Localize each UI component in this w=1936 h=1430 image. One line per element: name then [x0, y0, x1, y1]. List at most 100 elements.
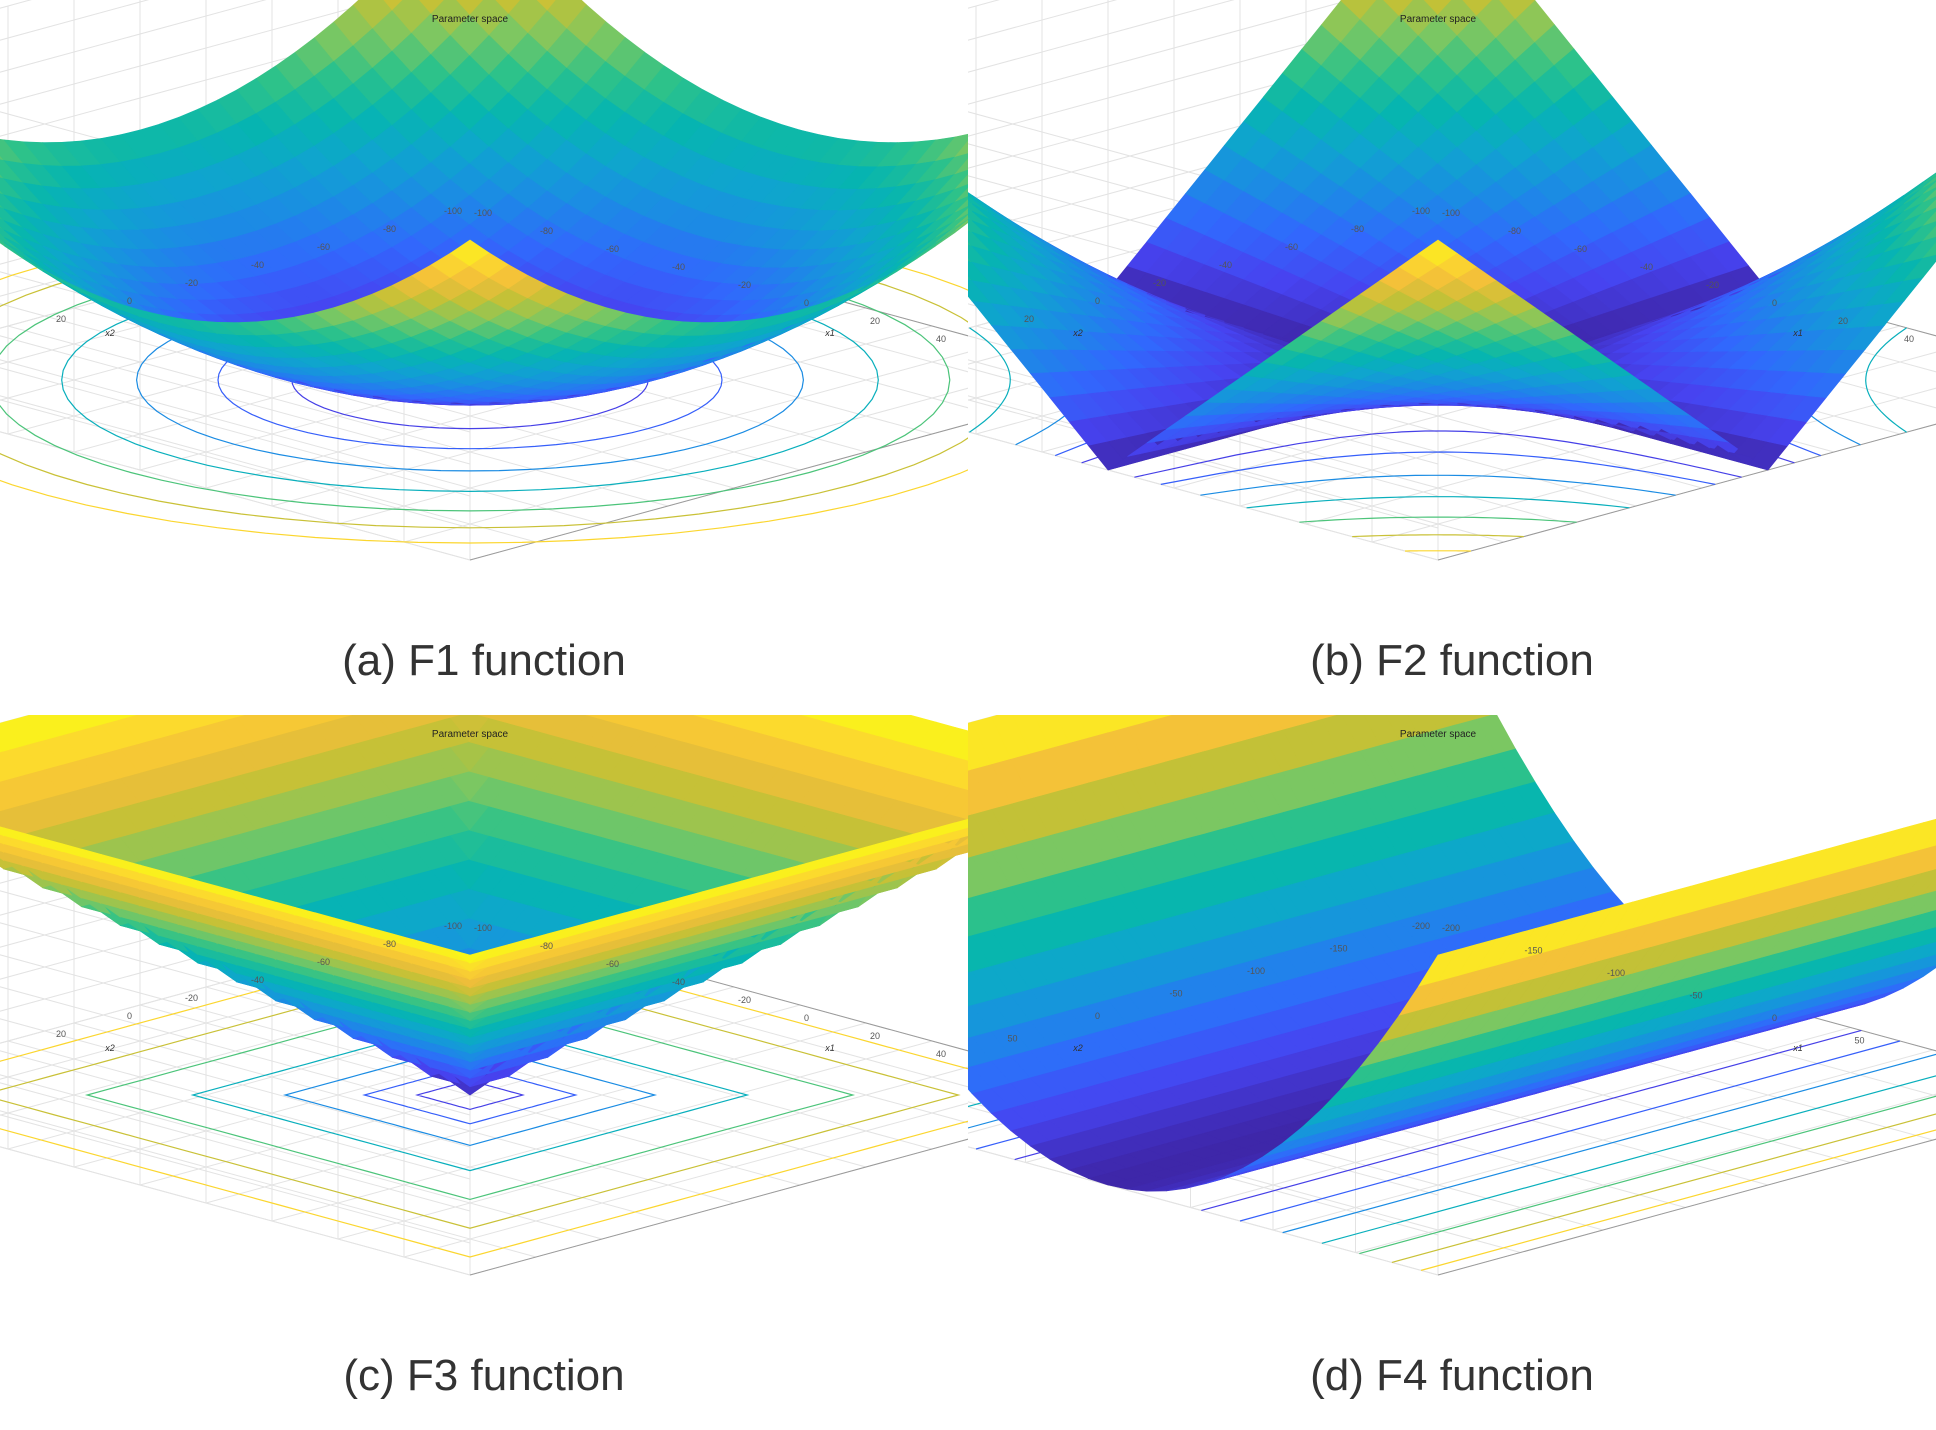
y-axis-label: x2 [104, 1043, 115, 1053]
contour-0 [415, 1079, 525, 1111]
x-tick-label: -40 [672, 262, 685, 272]
y-tick-label: 0 [127, 296, 132, 306]
x-tick-label: 20 [1838, 316, 1848, 326]
surface [968, 715, 1936, 1192]
y-tick-label: -100 [444, 206, 462, 216]
y-tick-label: -40 [251, 975, 264, 985]
x-tick-label: -150 [1525, 946, 1543, 956]
chart-c: 0102030405060708090100100806040200-20-40… [0, 715, 968, 1276]
y-tick-label: -80 [383, 939, 396, 949]
y-tick-label: -100 [444, 921, 462, 931]
y-axis-label: x2 [1072, 328, 1083, 338]
x-tick-label: -100 [474, 923, 492, 933]
caption-a: (a) F1 function [342, 636, 626, 685]
x-tick-label: 20 [870, 316, 880, 326]
x-tick-label: -40 [1640, 262, 1653, 272]
surface [0, 0, 968, 406]
x-tick-label: -60 [606, 244, 619, 254]
x-tick-label: -50 [1690, 991, 1703, 1001]
contour-lines [0, 932, 968, 1258]
contour-6 [1405, 208, 1471, 552]
x-axis-label: x1 [1792, 1043, 1803, 1053]
x-tick-label: -60 [606, 959, 619, 969]
y-axis-label: x2 [1072, 1043, 1083, 1053]
caption-c: (c) F3 function [343, 1351, 625, 1400]
x-tick-label: 0 [1772, 298, 1777, 308]
y-tick-label: -80 [1351, 224, 1364, 234]
x-tick-label: -80 [540, 226, 553, 236]
x-tick-label: -100 [1607, 968, 1625, 978]
contour-6 [0, 932, 968, 1258]
y-tick-label: -100 [1412, 206, 1430, 216]
tick-labels: 0246810121416200150100500-50-100-150-200… [1007, 921, 1865, 1046]
y-tick-label: 0 [1095, 296, 1100, 306]
x-tick-label: -20 [738, 280, 751, 290]
y-tick-label: 20 [56, 314, 66, 324]
contour-5 [0, 961, 961, 1229]
contour-1 [362, 1065, 578, 1125]
y-tick-label: -40 [251, 260, 264, 270]
panel-title: Parameter space [1400, 14, 1477, 25]
x-tick-label: 40 [936, 1049, 946, 1059]
contour-3 [190, 1018, 750, 1172]
chart-d: 0246810121416200150100500-50-100-150-200… [968, 715, 1936, 1276]
y-tick-label: -80 [383, 224, 396, 234]
panel-b: 0100020003000400050006000700080009000100… [968, 0, 1936, 715]
surface [0, 715, 968, 1096]
x-tick-label: 0 [804, 1013, 809, 1023]
panel-title: Parameter space [432, 14, 509, 25]
contour-2 [282, 1043, 658, 1147]
y-tick-label: -200 [1412, 921, 1430, 931]
caption-d: (d) F4 function [1310, 1351, 1594, 1400]
caption-b: (b) F2 function [1310, 636, 1594, 685]
y-tick-label: 0 [1095, 1011, 1100, 1021]
y-tick-label: 0 [127, 1011, 132, 1021]
contour-5 [1352, 222, 1524, 538]
x-tick-label: -80 [540, 941, 553, 951]
x-tick-label: -20 [1706, 280, 1719, 290]
chart-a: 00.20.40.60.811.21.41.61.82100806040200-… [0, 0, 968, 561]
contour-4 [84, 989, 856, 1201]
x-tick-label: -100 [1442, 208, 1460, 218]
panel-a: 00.20.40.60.811.21.41.61.82100806040200-… [0, 0, 968, 715]
x-tick-label: 50 [1855, 1036, 1865, 1046]
x-tick-label: -40 [672, 977, 685, 987]
y-tick-label: -20 [1153, 278, 1166, 288]
y-tick-label: -100 [1247, 966, 1265, 976]
tick-labels: 0100020003000400050006000700080009000100… [1024, 206, 1914, 344]
y-tick-label: 50 [1007, 1034, 1017, 1044]
x-axis-label: x1 [1792, 328, 1803, 338]
x-tick-label: -20 [738, 995, 751, 1005]
panel-c: 0102030405060708090100100806040200-20-40… [0, 715, 968, 1430]
x-axis-label: x1 [824, 328, 835, 338]
panel-title: Parameter space [432, 729, 509, 740]
y-tick-label: -20 [185, 993, 198, 1003]
x-tick-label: 0 [804, 298, 809, 308]
y-tick-label: -50 [1169, 989, 1182, 999]
y-tick-label: -150 [1329, 944, 1347, 954]
panel-title: Parameter space [1400, 729, 1477, 740]
x-tick-label: 40 [1904, 334, 1914, 344]
y-axis-label: x2 [104, 328, 115, 338]
x-tick-label: -200 [1442, 923, 1460, 933]
x-tick-label: -60 [1574, 244, 1587, 254]
contour-4 [1299, 237, 1577, 523]
panel-d: 0246810121416200150100500-50-100-150-200… [968, 715, 1936, 1430]
x-tick-label: -100 [474, 208, 492, 218]
tick-labels: 00.20.40.60.811.21.41.61.82100806040200-… [56, 206, 946, 344]
contour-3 [969, 251, 1907, 509]
surface [968, 0, 1936, 471]
y-tick-label: -60 [317, 957, 330, 967]
y-tick-label: -60 [1285, 242, 1298, 252]
x-tick-label: 40 [936, 334, 946, 344]
y-tick-label: -60 [317, 242, 330, 252]
y-tick-label: 20 [56, 1029, 66, 1039]
x-axis-label: x1 [824, 1043, 835, 1053]
y-tick-label: -20 [185, 278, 198, 288]
y-tick-label: 20 [1024, 314, 1034, 324]
x-tick-label: 20 [870, 1031, 880, 1041]
x-tick-label: -80 [1508, 226, 1521, 236]
x-tick-label: 0 [1772, 1013, 1777, 1023]
tick-labels: 0102030405060708090100100806040200-20-40… [56, 921, 946, 1059]
chart-b: 0100020003000400050006000700080009000100… [968, 0, 1936, 561]
